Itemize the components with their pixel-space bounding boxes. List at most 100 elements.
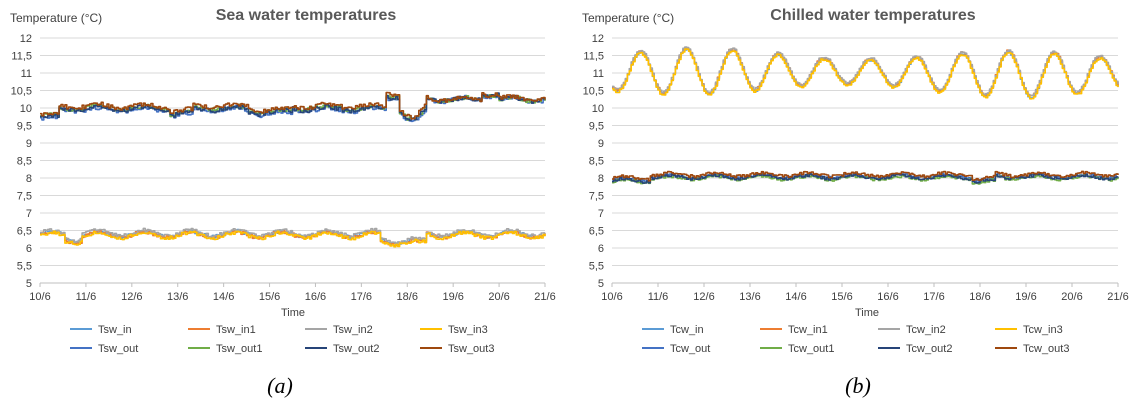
- x-tick-label: 17/6: [351, 291, 372, 303]
- y-tick-label: 8,5: [589, 156, 604, 168]
- legend-label: Tcw_out3: [1023, 343, 1069, 355]
- legend-label: Tsw_in: [98, 324, 132, 336]
- x-axis-label: Time: [855, 307, 879, 319]
- x-tick-label: 21/6: [1107, 291, 1128, 303]
- legend-item: Tsw_in3: [420, 324, 488, 336]
- y-tick-label: 6,5: [589, 226, 604, 238]
- x-tick-label: 14/6: [785, 291, 806, 303]
- chilled-water-chart: Chilled water temperatures Temperature (°…: [582, 7, 1129, 398]
- series-line-Tsw_out3: [40, 91, 546, 120]
- y-tick-label: 12: [592, 33, 604, 45]
- legend-item: Tsw_out1: [188, 343, 262, 355]
- sea-water-chart: Sea water temperatures Temperature (°C) 5 5…: [10, 7, 556, 398]
- y-tick-label: 8,5: [17, 156, 32, 168]
- legend-label: Tsw_in2: [333, 324, 373, 336]
- y-tick-label: 9: [26, 138, 32, 150]
- series-line-Tcw_in3: [612, 48, 1119, 100]
- y-tick-label: 6: [598, 243, 604, 255]
- y-tick-label: 5: [26, 278, 32, 290]
- legend-label: Tcw_out1: [788, 343, 834, 355]
- legend-label: Tcw_in3: [1023, 324, 1063, 336]
- series-line-Tsw_in3: [40, 230, 546, 248]
- series-line-Tsw_in2: [40, 227, 546, 246]
- x-tick-label: 16/6: [305, 291, 326, 303]
- x-tick-label: 15/6: [259, 291, 280, 303]
- legend-label: Tsw_in3: [448, 324, 488, 336]
- x-tick-label: 10/6: [29, 291, 50, 303]
- legend-item: Tsw_in: [70, 324, 132, 336]
- legend-label: Tcw_out2: [906, 343, 952, 355]
- legend-item: Tcw_in: [642, 324, 704, 336]
- legend-item: Tcw_out1: [760, 343, 834, 355]
- y-tick-label: 7,5: [589, 191, 604, 203]
- x-tick-label: 12/6: [693, 291, 714, 303]
- series-line-Tcw_in2: [612, 46, 1119, 97]
- legend-item: Tcw_in3: [995, 324, 1063, 336]
- y-tick-label: 9: [598, 138, 604, 150]
- y-tick-label: 5: [598, 278, 604, 290]
- x-tick-label: 18/6: [397, 291, 418, 303]
- x-tick-label: 21/6: [534, 291, 555, 303]
- y-tick-label: 10,5: [583, 86, 604, 98]
- series-line-Tcw_out2: [612, 173, 1119, 184]
- x-tick-label: 13/6: [739, 291, 760, 303]
- y-tick-label: 11: [21, 68, 32, 80]
- figure-caption: (b): [845, 373, 871, 398]
- x-tick-label: 17/6: [923, 291, 944, 303]
- x-tick-label: 16/6: [877, 291, 898, 303]
- legend-label: Tsw_out3: [448, 343, 494, 355]
- y-tick-label: 10: [20, 103, 32, 115]
- y-axis-label: Temperature (°C): [582, 11, 674, 25]
- y-tick-label: 7,5: [17, 191, 32, 203]
- chart-title: Chilled water temperatures: [770, 7, 976, 24]
- legend-item: Tsw_in1: [188, 324, 256, 336]
- x-tick-label: 13/6: [167, 291, 188, 303]
- y-tick-label: 10: [592, 103, 604, 115]
- x-tick-label: 18/6: [969, 291, 990, 303]
- y-tick-label: 10,5: [11, 86, 32, 98]
- legend-label: Tcw_in2: [906, 324, 946, 336]
- y-tick-label: 6,5: [17, 226, 32, 238]
- x-tick-label: 11/6: [76, 291, 97, 303]
- y-tick-label: 12: [20, 33, 32, 45]
- y-tick-label: 5,5: [17, 261, 32, 273]
- legend-item: Tcw_out3: [995, 343, 1069, 355]
- legend-item: Tsw_in2: [305, 324, 373, 336]
- legend-label: Tcw_out: [670, 343, 710, 355]
- figure-caption: (a): [267, 373, 293, 398]
- legend-item: Tsw_out: [70, 343, 138, 355]
- x-tick-label: 11/6: [648, 291, 669, 303]
- legend-item: Tcw_in2: [878, 324, 946, 336]
- x-axis-label: Time: [281, 307, 305, 319]
- series-line-Tcw_out3: [612, 170, 1119, 182]
- y-tick-label: 11: [593, 68, 604, 80]
- y-tick-label: 8: [598, 173, 604, 185]
- legend-item: Tcw_in1: [760, 324, 828, 336]
- y-tick-label: 6: [26, 243, 32, 255]
- legend-label: Tcw_in1: [788, 324, 828, 336]
- legend-label: Tsw_out2: [333, 343, 379, 355]
- legend-label: Tsw_in1: [216, 324, 256, 336]
- y-tick-label: 9,5: [589, 121, 604, 133]
- x-tick-label: 20/6: [488, 291, 509, 303]
- y-tick-label: 8: [26, 173, 32, 185]
- x-tick-label: 14/6: [213, 291, 234, 303]
- legend-item: Tcw_out: [642, 343, 710, 355]
- legend-item: Tcw_out2: [878, 343, 952, 355]
- y-axis-label: Temperature (°C): [10, 11, 102, 25]
- x-tick-label: 15/6: [831, 291, 852, 303]
- legend-label: Tsw_out1: [216, 343, 262, 355]
- y-tick-label: 9,5: [17, 121, 32, 133]
- legend-item: Tsw_out2: [305, 343, 379, 355]
- legend-label: Tsw_out: [98, 343, 138, 355]
- y-tick-label: 7: [26, 208, 32, 220]
- y-tick-label: 5,5: [589, 261, 604, 273]
- legend-item: Tsw_out3: [420, 343, 494, 355]
- x-tick-label: 19/6: [442, 291, 463, 303]
- x-tick-label: 20/6: [1061, 291, 1082, 303]
- legend-label: Tcw_in: [670, 324, 704, 336]
- x-tick-label: 10/6: [601, 291, 622, 303]
- y-tick-label: 7: [598, 208, 604, 220]
- y-tick-label: 11,5: [583, 51, 604, 63]
